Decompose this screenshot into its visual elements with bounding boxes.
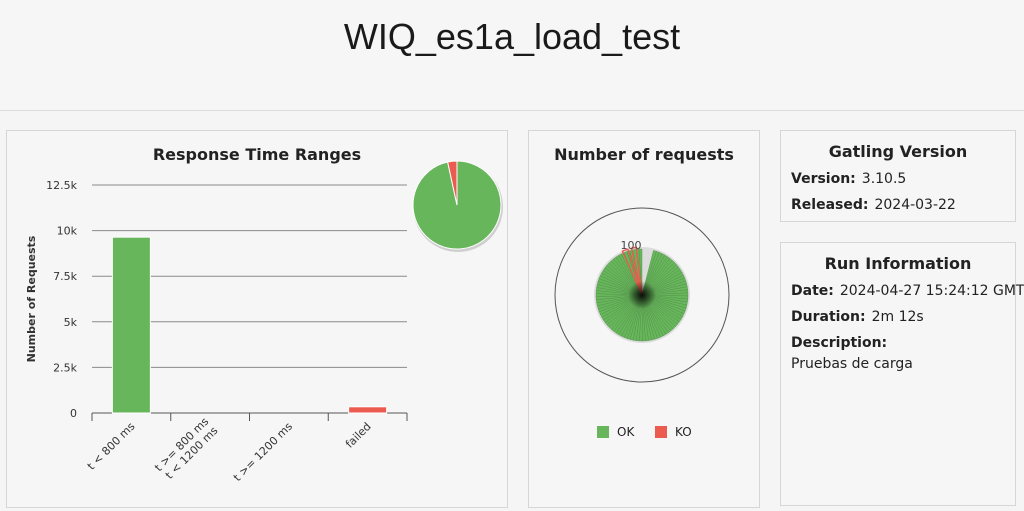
y-tick-label: 2.5k [53,361,77,374]
description-value: Pruebas de carga [791,356,913,372]
radial-tick-label: 100 [621,239,642,252]
date-value: 2024-04-27 15:24:12 GMT [839,283,1024,299]
released-label: Released: [791,197,869,213]
requests-legend: OK KO [529,425,759,441]
released-row: Released: 2024-03-22 [791,197,956,213]
description-row: Description: [791,335,893,351]
number-of-requests-title: Number of requests [554,145,734,164]
response-time-ranges-panel: Response Time Ranges 0 2.5k 5k 7.5k 10k 12.5k… [6,130,508,508]
legend-ko[interactable]: KO [655,425,692,439]
ko-slice [630,246,643,296]
pie-slice [447,160,458,206]
simulation-title: WIQ_es1a_load_test [343,16,681,57]
legend-ok-swatch [597,426,609,438]
y-tick-label: 0 [70,407,77,420]
gatling-version-title: Gatling Version [828,142,968,161]
x-tick-label: t >= 1200 ms [231,420,295,484]
page-header: WIQ_es1a_load_test [0,0,1024,111]
response-time-ranges-chart: 0 2.5k 5k 7.5k 10k 12.5k t < 800 ms t >= 800 ms… [25,160,503,484]
ko-slice [621,248,643,296]
duration-row: Duration: 2m 12s [791,309,924,325]
gatling-version-panel: Gatling Version Version: 3.10.5 Released:… [780,130,1016,222]
run-information-title: Run Information [824,254,972,273]
y-axis-title: Number of Requests [25,235,38,362]
date-label: Date: [791,283,834,299]
bar [111,236,151,414]
version-label: Version: [791,171,856,187]
y-tick-label: 5k [64,316,78,329]
version-row: Version: 3.10.5 [791,171,906,187]
response-time-ranges-title: Response Time Ranges [152,145,362,164]
y-tick-label: 10k [57,225,78,238]
center-shade [628,281,656,309]
date-row: Date: 2024-04-27 15:24:12 GMT [791,283,1024,299]
number-of-requests-chart: 100 [554,207,730,383]
legend-ok-label: OK [617,425,635,439]
legend-ko-label: KO [675,425,692,439]
version-value: 3.10.5 [861,171,907,187]
outer-ring [554,207,730,383]
legend-ko-swatch [655,426,667,438]
released-value: 2024-03-22 [874,197,956,213]
x-tick-label: t >= 800 mst < 1200 ms [152,415,221,484]
bar [348,406,388,414]
number-of-requests-panel: Number of requests 100 OK KO [528,130,760,508]
duration-value: 2m 12s [871,309,924,325]
duration-label: Duration: [791,309,866,325]
description-label: Description: [791,335,888,351]
y-tick-label: 7.5k [53,270,77,283]
x-tick-label: t < 800 ms [85,420,138,473]
run-information-panel: Run Information Date: 2024-04-27 15:24:12… [780,242,1024,506]
legend-ok[interactable]: OK [597,425,634,439]
x-tick-label: failed [343,420,374,451]
y-tick-label: 12.5k [46,179,77,192]
